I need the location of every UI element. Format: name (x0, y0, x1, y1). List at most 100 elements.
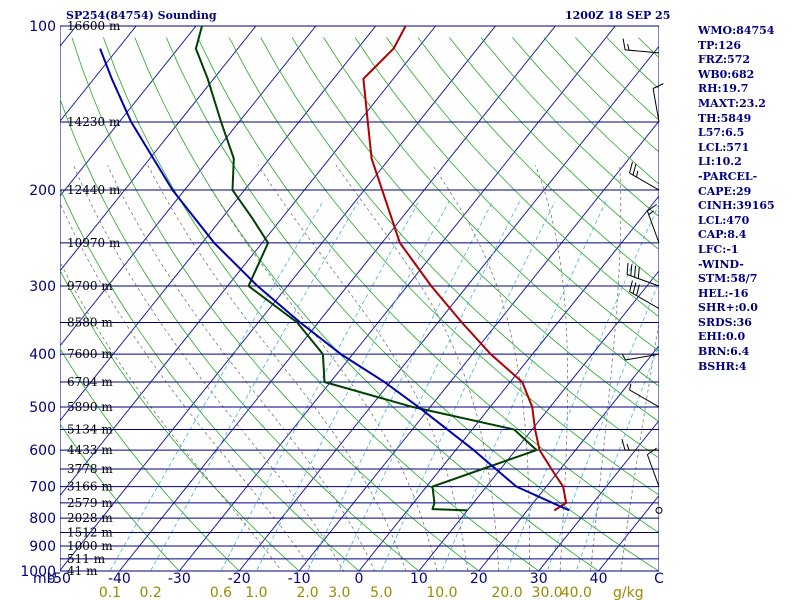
isotherm-line (60, 26, 436, 497)
dry-adiabat-line (60, 269, 300, 571)
barb-staff (625, 49, 660, 54)
height-label: 4433 m (67, 443, 113, 457)
barb-flag (622, 38, 626, 50)
height-label: 41 m (67, 564, 98, 578)
parcel-line (99, 48, 570, 512)
index-line: STM:58/7 (698, 272, 758, 286)
barb-flag (626, 262, 629, 275)
barb-staff (629, 172, 660, 191)
index-line: -PARCEL- (698, 169, 758, 183)
dry-adiabat-line (386, 37, 659, 318)
wind-barb (646, 203, 660, 244)
pressure-label: 400 (29, 347, 56, 363)
height-label: 7600 m (67, 347, 113, 361)
height-label: 16600 m (67, 19, 121, 33)
barb-half-flag (629, 383, 632, 391)
barb-flag (632, 163, 637, 176)
barb-flag (621, 438, 626, 451)
height-label: 3166 m (67, 480, 113, 494)
dewpoint-line (194, 26, 538, 512)
pressure-label: 100 (29, 19, 56, 35)
mixing-ratio-line (255, 201, 450, 571)
mixing-ratio-tick-label: 5.0 (370, 585, 392, 600)
dry-adiabat-line (228, 37, 659, 496)
dry-adiabat-line (60, 347, 240, 571)
sounding-traces (99, 26, 570, 512)
mixing-ratio-line (109, 201, 324, 571)
wind-barb (652, 83, 664, 123)
isotherm-line (358, 195, 659, 571)
moist-adiabat-line (335, 164, 500, 571)
height-label: 1512 m (67, 526, 113, 540)
temperature-tick-label: -30 (168, 571, 191, 587)
index-line: BSHR:4 (698, 359, 747, 373)
temperature-tick-label: 0 (355, 571, 364, 587)
wind-barb (622, 353, 660, 361)
moist-adiabat-line (107, 164, 376, 571)
mixing-ratio-tick-label: 2.0 (296, 585, 318, 600)
height-label: 1000 m (67, 539, 113, 553)
moist-adiabat-line (432, 164, 530, 571)
index-line: WB0:682 (698, 67, 755, 81)
barb-flag (647, 203, 657, 212)
mixing-ratio-tick-label: 0.1 (99, 585, 121, 600)
wind-barb (629, 280, 660, 310)
indices-panel: WMO:84754 TP:126 FRZ:572 WB0:682 RH:19.7 MAXT… (698, 24, 798, 374)
temperature-tick-label: C (654, 571, 664, 587)
isotherm-line (418, 270, 659, 571)
moist-adiabat-line (147, 164, 407, 571)
temperature-tick-label: -50 (48, 571, 71, 587)
isotherm-line (0, 26, 16, 571)
wind-barb (626, 262, 660, 287)
index-line: LCL:470 (698, 213, 750, 227)
index-line: L57:6.5 (698, 126, 745, 140)
barb-flag (652, 83, 664, 89)
station-title: SP254(84754) Sounding (66, 9, 217, 22)
dry-adiabat-line (60, 187, 360, 571)
index-line: LI:10.2 (698, 155, 742, 169)
index-line: RH:19.7 (698, 82, 749, 96)
isotherm-line (60, 26, 197, 197)
barb-staff (646, 454, 660, 487)
isotherm-line (60, 26, 377, 422)
pressure-label: 200 (29, 183, 56, 199)
height-label: 10970 m (67, 236, 121, 250)
mixing-ratio-tick-label: 0.6 (210, 585, 232, 600)
isotherm-line (478, 344, 659, 571)
temperature-tick-label: 30 (530, 571, 548, 587)
wind-barb (622, 38, 660, 54)
dry-adiabat-line (291, 37, 659, 423)
mixing-ratio-tick-label: 3.0 (328, 585, 350, 600)
dry-adiabat-line (165, 37, 659, 571)
height-label: 9700 m (67, 279, 113, 293)
moist-adiabat-line (535, 164, 569, 571)
index-line: CAP:8.4 (698, 228, 747, 242)
isotherm-line (60, 26, 317, 347)
dry-adiabat-line (71, 37, 480, 571)
barb-flag (629, 161, 633, 174)
height-label: 14230 m (67, 115, 121, 129)
mixing-ratio-line (546, 281, 659, 571)
height-label: 2579 m (67, 496, 113, 510)
index-line: SHR+:0.0 (698, 301, 758, 315)
dry-adiabat-line (60, 98, 420, 571)
pressure-label: 300 (29, 279, 56, 295)
dry-adiabat-line (60, 423, 180, 571)
barb-flag (637, 267, 640, 279)
barb-staff (625, 353, 660, 361)
temperature-tick-label: -40 (108, 571, 131, 587)
moist-adiabat-line (60, 261, 283, 571)
barb-half-flag (626, 443, 630, 451)
mixing-ratio-tick-label: 1.0 (245, 585, 267, 600)
temperature-tick-label: 10 (410, 571, 428, 587)
moist-adiabat-line (590, 165, 622, 571)
index-line: TP:126 (698, 38, 742, 52)
dry-adiabat-line (354, 37, 659, 352)
temperature-tick-label: -20 (228, 571, 251, 587)
mixing-ratio-tick-label: 20.0 (491, 585, 522, 600)
height-label: 511 m (67, 552, 106, 566)
height-label: 3778 m (67, 462, 113, 476)
index-line: BRN:6.4 (698, 345, 750, 359)
pressure-label: 500 (29, 400, 56, 416)
